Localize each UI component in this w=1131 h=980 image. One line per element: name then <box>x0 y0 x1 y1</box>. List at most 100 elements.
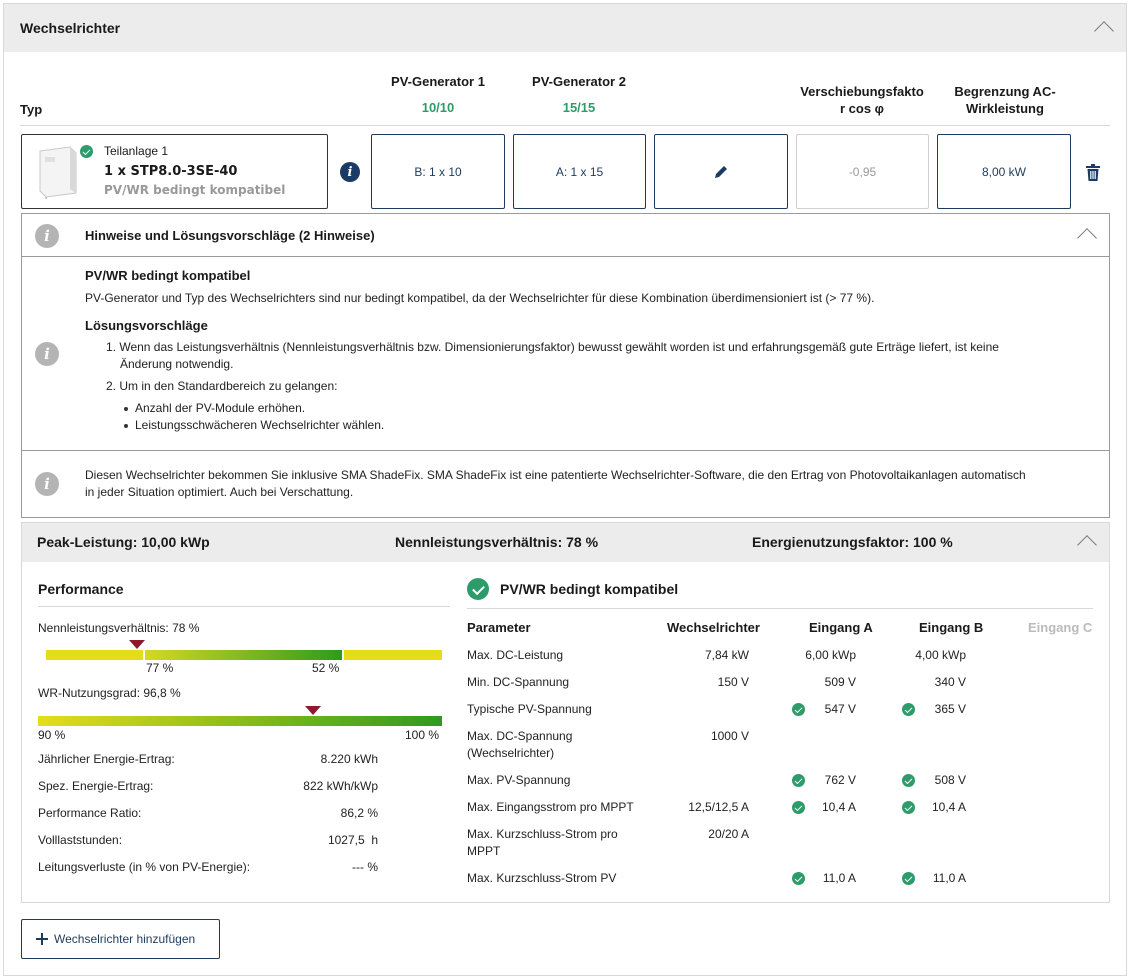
note1-title: PV/WR bedingt kompatibel <box>85 268 251 283</box>
input-b-value: 11,0 A <box>932 871 966 885</box>
nlv-gauge <box>46 650 442 660</box>
col-typ: Typ <box>20 102 43 117</box>
perf-row-label: Spez. Energie-Ertrag: <box>38 779 154 793</box>
ok-check-icon <box>792 801 805 814</box>
note1-text: PV-Generator und Typ des Wechselrichters… <box>85 291 875 305</box>
ok-check-icon <box>792 774 805 787</box>
param-label-line2: (Wechselrichter) <box>467 746 555 760</box>
col-pv1-value: 10/10 <box>421 100 455 115</box>
input-a-value: 10,4 A <box>821 800 856 814</box>
compat-title: PV/WR bedingt kompatibel <box>500 581 679 597</box>
pv1-config-button[interactable]: B: 1 x 10 <box>371 134 505 209</box>
col-cosphi-l1: Verschiebungsfakto <box>800 84 924 99</box>
energy-usage: Energienutzungsfaktor: 100 % <box>752 534 953 550</box>
performance-title: Performance <box>38 581 124 597</box>
nlv-tick-2: 52 % <box>312 661 340 675</box>
note1-info-icon: i <box>35 342 59 366</box>
inverter-compat-text: PV/WR bedingt kompatibel <box>104 183 286 197</box>
compat-divider <box>467 608 1093 609</box>
perf-row-label: Volllaststunden: <box>38 833 123 847</box>
note1-solution1-line2: Änderung notwendig. <box>120 357 234 371</box>
col-input-a: Eingang A <box>809 620 873 635</box>
nlv-marker-icon <box>129 640 146 649</box>
trash-icon[interactable] <box>1086 164 1100 181</box>
col-ac-l1: Begrenzung AC- <box>954 84 1056 99</box>
wr-marker-icon <box>304 706 321 715</box>
panel-title: Wechselrichter <box>20 20 121 36</box>
input-a-value: 547 V <box>824 702 856 716</box>
wr-gauge <box>38 716 442 726</box>
param-label: Max. DC-Leistung <box>467 648 564 662</box>
compatible-check-icon <box>80 145 93 158</box>
col-input-b: Eingang B <box>919 620 984 635</box>
note2-text-line1: Diesen Wechselrichter bekommen Sie inklu… <box>85 468 1026 482</box>
wr-label: WR-Nutzungsgrad: 96,8 % <box>38 686 181 700</box>
ok-check-icon <box>902 774 915 787</box>
edit-button[interactable] <box>654 134 788 209</box>
info-icon[interactable]: i <box>340 162 360 182</box>
peak-power: Peak-Leistung: 10,00 kWp <box>37 534 210 550</box>
inverter-value: 150 V <box>717 675 749 689</box>
add-inverter-label: Wechselrichter hinzufügen <box>54 932 196 946</box>
input-b-value: 365 V <box>934 702 966 716</box>
col-inverter: Wechselrichter <box>667 620 760 635</box>
add-inverter-button[interactable]: Wechselrichter hinzufügen <box>21 919 220 959</box>
bullet-icon <box>124 407 128 411</box>
input-b-value: 4,00 kWp <box>915 648 966 662</box>
inverter-value: 1000 V <box>710 729 749 743</box>
note1-bullet2: Leistungsschwächeren Wechselrichter wähl… <box>135 418 385 432</box>
ok-check-icon <box>792 703 805 716</box>
rated-ratio: Nennleistungsverhältnis: 78 % <box>395 534 599 550</box>
ok-check-icon <box>902 703 915 716</box>
inverter-model: 1 x STP8.0-3SE-40 <box>104 164 238 179</box>
col-cosphi-l2: r cos φ <box>840 101 884 116</box>
performance-divider <box>38 606 450 607</box>
param-label: Max. Eingangsstrom pro MPPT <box>467 800 634 814</box>
perf-row-value: --- % <box>352 860 378 874</box>
input-a-value: 6,00 kWp <box>805 648 856 662</box>
summary-header[interactable] <box>22 523 1109 562</box>
ac-limit-field[interactable]: 8,00 kW <box>937 134 1071 209</box>
perf-row-label: Leitungsverluste (in % von PV-Energie): <box>38 860 251 874</box>
col-ac-l2: Wirkleistung <box>966 101 1044 116</box>
notes-divider <box>22 450 1109 451</box>
notes-divider <box>22 256 1109 257</box>
perf-row-value: 86,2 % <box>340 806 378 820</box>
nlv-label: Nennleistungsverhältnis: 78 % <box>38 621 200 635</box>
param-label: Typische PV-Spannung <box>467 702 592 716</box>
col-parameter: Parameter <box>467 620 531 635</box>
notes-title: Hinweise und Lösungsvorschläge (2 Hinwei… <box>85 228 375 243</box>
col-pv2-title: PV-Generator 2 <box>532 74 626 89</box>
subsystem-label: Teilanlage 1 <box>104 144 169 158</box>
notes-info-icon: i <box>35 224 59 248</box>
perf-row-label: Jährlicher Energie-Ertrag: <box>38 752 175 766</box>
compat-check-icon <box>467 578 489 600</box>
ok-check-icon <box>792 872 805 885</box>
pencil-icon <box>715 165 727 178</box>
param-label-line2: MPPT <box>467 844 501 858</box>
inverter-card[interactable] <box>21 134 328 209</box>
inverter-value: 20/20 A <box>708 827 749 841</box>
note1-solution1-line1: 1. Wenn das Leistungsverhältnis (Nennlei… <box>106 340 999 354</box>
ok-check-icon <box>902 801 915 814</box>
wr-max: 100 % <box>405 728 440 742</box>
wr-min: 90 % <box>38 728 66 742</box>
inverter-value: 12,5/12,5 A <box>688 800 749 814</box>
nlv-tick-1: 77 % <box>146 661 174 675</box>
panel-header[interactable] <box>4 4 1126 52</box>
input-b-value: 10,4 A <box>931 800 966 814</box>
note2-text-line2: in jeder Situation optimiert. Auch bei V… <box>85 485 354 499</box>
col-pv1-title: PV-Generator 1 <box>391 74 485 89</box>
plus-icon <box>36 933 48 945</box>
pv2-config-button[interactable]: A: 1 x 15 <box>513 134 646 209</box>
col-input-c: Eingang C <box>1028 620 1093 635</box>
inverter-panel <box>3 3 1127 976</box>
param-label: Min. DC-Spannung <box>467 675 570 689</box>
cosphi-field[interactable]: -0,95 <box>796 134 929 209</box>
perf-row-value: 822 kWh/kWp <box>303 779 378 793</box>
param-label: Max. DC-Spannung <box>467 729 573 743</box>
note1-solutions-title: Lösungsvorschläge <box>85 318 208 333</box>
note1-bullet1: Anzahl der PV-Module erhöhen. <box>135 401 306 415</box>
input-a-value: 11,0 A <box>822 871 856 885</box>
input-a-value: 509 V <box>824 675 856 689</box>
